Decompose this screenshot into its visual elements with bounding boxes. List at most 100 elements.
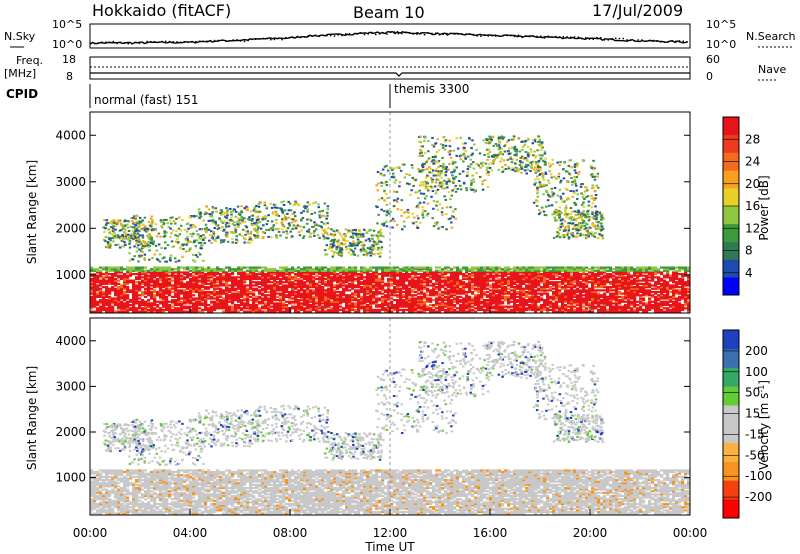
nsearch-point: [506, 34, 508, 37]
power-cell: [204, 272, 208, 276]
power-cell: [207, 276, 211, 279]
power-cell: [597, 266, 601, 269]
power-cell: [540, 297, 544, 300]
power-cell: [90, 299, 94, 302]
power-cell: [159, 289, 163, 292]
power-cell: [507, 295, 511, 298]
power-cell: [120, 277, 124, 281]
cpid-segment-1: normal (fast) 151: [94, 93, 198, 107]
power-cell: [357, 269, 361, 272]
power-cell: [630, 274, 634, 277]
power-cell: [372, 290, 376, 294]
power-cell: [90, 281, 94, 284]
power-cell: [201, 272, 205, 276]
power-cell: [648, 289, 652, 292]
nsearch-point: [513, 35, 516, 38]
power-cell: [117, 305, 121, 308]
power-cell: [162, 292, 166, 295]
power-cell: [222, 300, 226, 303]
power-cell: [228, 268, 232, 271]
power-cell: [474, 287, 478, 290]
power-cell: [137, 260, 140, 263]
power-cell: [198, 281, 202, 284]
power-cell: [222, 274, 226, 277]
power-cell: [196, 233, 199, 236]
power-cell: [189, 269, 193, 272]
power-cell: [164, 247, 167, 250]
power-cell: [177, 279, 181, 282]
power-cell: [195, 299, 199, 302]
power-cell: [216, 271, 220, 274]
power-cell: [600, 271, 604, 274]
power-cell: [157, 232, 161, 235]
nsearch-point: [165, 40, 167, 43]
nsearch-point: [667, 41, 669, 43]
power-cell: [237, 276, 241, 279]
power-cell: [170, 240, 174, 243]
power-cell: [93, 305, 97, 308]
power-cell: [291, 266, 295, 269]
power-cell: [210, 302, 214, 305]
power-cell: [411, 276, 415, 279]
power-cell: [195, 269, 199, 272]
nsearch-point: [161, 40, 163, 43]
power-cell: [202, 219, 205, 222]
power-cell: [261, 271, 265, 274]
power-cell: [126, 294, 130, 297]
power-cell: [228, 295, 232, 298]
power-cell: [96, 286, 100, 289]
power-cell: [315, 277, 319, 281]
power-cell: [225, 292, 229, 295]
power-cell: [165, 268, 169, 271]
power-cell: [120, 303, 124, 307]
power-cell: [393, 266, 397, 269]
power-cell: [246, 287, 250, 290]
power-cell: [228, 297, 232, 300]
nsearch-point: [266, 37, 268, 40]
power-cell: [447, 289, 451, 292]
power-cell: [192, 282, 196, 285]
power-cell: [150, 274, 154, 277]
power-cell: [231, 307, 235, 310]
power-cell: [264, 274, 268, 277]
power-cell: [678, 272, 682, 276]
power-cell: [657, 290, 661, 294]
power-cell: [510, 292, 514, 295]
power-cell: [174, 268, 178, 271]
power-cell: [120, 307, 124, 310]
power-cell: [225, 277, 229, 281]
power-cell: [195, 286, 199, 289]
power-cell: [207, 272, 211, 276]
power-cell: [189, 233, 192, 236]
power-cell: [117, 300, 121, 303]
power-cell: [126, 303, 130, 307]
power-cell: [147, 294, 151, 297]
power-cell: [246, 299, 250, 302]
power-cell: [178, 233, 182, 236]
power-cell: [216, 266, 220, 269]
power-cell: [201, 277, 205, 281]
power-cell: [231, 292, 235, 295]
nsearch-point: [138, 42, 141, 45]
power-cell: [189, 310, 193, 313]
power-cell: [102, 282, 106, 285]
power-cell: [135, 295, 139, 298]
power-cell: [156, 284, 160, 287]
power-cell: [255, 310, 259, 313]
power-cell: [123, 286, 127, 289]
power-cell: [546, 292, 550, 295]
nsearch-point: [581, 37, 583, 40]
power-cell: [159, 295, 163, 298]
power-cell: [582, 282, 586, 285]
nsearch-point: [577, 36, 579, 38]
power-cell: [249, 282, 253, 285]
power-cell: [240, 272, 244, 276]
power-cell: [126, 281, 130, 284]
power-cell: [192, 310, 196, 313]
power-cell: [96, 300, 100, 303]
power-cell: [201, 281, 205, 284]
power-cell: [120, 308, 124, 312]
power-cell: [621, 305, 625, 308]
nsearch-point: [663, 41, 666, 43]
power-cell: [177, 310, 181, 313]
